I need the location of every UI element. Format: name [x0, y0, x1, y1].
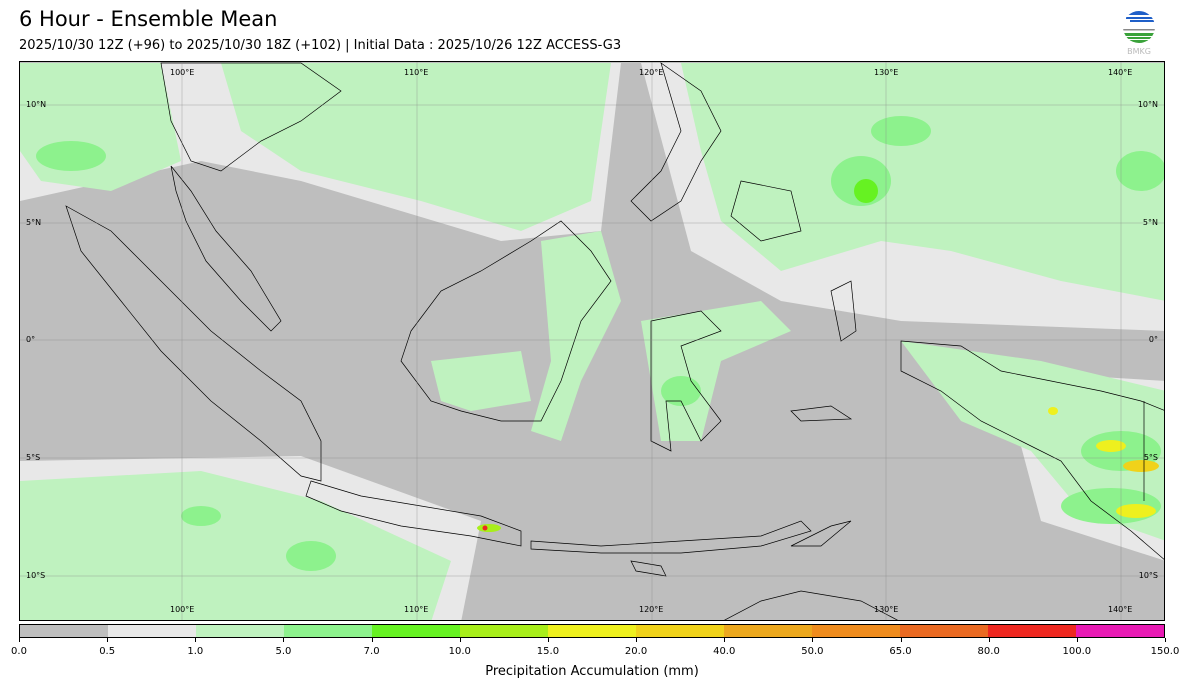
lat-label-left: 5°S	[26, 453, 41, 462]
coast-halmahera	[830, 280, 857, 342]
colorbar-tick-label: 0.0	[11, 646, 27, 657]
lat-label-right: 10°S	[1138, 571, 1158, 580]
lat-label-right: 10°N	[1137, 100, 1158, 109]
colorbar-segment	[812, 625, 900, 637]
colorbar-tick	[900, 638, 902, 642]
lon-label-top: 120°E	[639, 68, 664, 77]
lon-label-top: 110°E	[404, 68, 429, 77]
colorbar-tick	[283, 638, 285, 642]
colorbar-tick-label: 10.0	[448, 646, 471, 657]
coast-lesser-sunda	[530, 520, 812, 554]
colorbar-tick-label: 40.0	[713, 646, 736, 657]
colorbar-tick-label: 5.0	[275, 646, 292, 657]
lat-label-right: 5°S	[1143, 453, 1158, 462]
colorbar-tick-label: 1.0	[187, 646, 204, 657]
colorbar-segment	[1076, 625, 1164, 637]
colorbar-segment	[20, 625, 108, 637]
colorbar-tick	[724, 638, 726, 642]
colorbar-segment	[724, 625, 812, 637]
colorbar-tick	[812, 638, 814, 642]
colorbar-tick-label: 150.0	[1150, 646, 1180, 657]
lon-label-top: 130°E	[874, 68, 899, 77]
lat-label-right: 0°	[1148, 335, 1158, 344]
coast-seram	[790, 405, 853, 422]
colorbar-segment	[196, 625, 284, 637]
colorbar-segment	[460, 625, 548, 637]
colorbar-tick-label: 20.0	[624, 646, 648, 657]
coast-timor	[790, 520, 852, 547]
colorbar-tick	[371, 638, 373, 642]
lon-label-bottom: 140°E	[1108, 605, 1133, 614]
lat-label-right: 5°N	[1142, 218, 1158, 227]
coast-luzon	[630, 62, 722, 222]
colorbar-segment	[108, 625, 196, 637]
lon-label-bottom: 130°E	[874, 605, 899, 614]
colorbar-segment	[372, 625, 460, 637]
colorbar-segment	[284, 625, 372, 637]
chart-subtitle: 2025/10/30 12Z (+96) to 2025/10/30 18Z (…	[19, 38, 622, 53]
colorbar-tick	[1165, 638, 1166, 642]
colorbar-tick	[195, 638, 197, 642]
coast-mindanao	[730, 180, 802, 242]
coast-sumba	[630, 560, 667, 577]
colorbar-segment	[548, 625, 636, 637]
coast-indochina	[160, 62, 342, 172]
coast-java	[305, 480, 522, 547]
colorbar-tick-label: 100.0	[1062, 646, 1092, 657]
colorbar-tick	[1076, 638, 1078, 642]
colorbar-segment	[900, 625, 988, 637]
gridlines	[20, 62, 1164, 620]
lon-label-top: 100°E	[170, 68, 195, 77]
precipitation-map: 100°E 110°E 120°E 130°E 140°E 100°E 110°…	[19, 61, 1165, 621]
lon-label-bottom: 100°E	[170, 605, 195, 614]
lat-label-left: 0°	[26, 335, 36, 344]
colorbar-tick-label: 15.0	[536, 646, 560, 657]
colorbar-segment	[636, 625, 724, 637]
colorbar-tick	[547, 638, 549, 642]
coast-sumatra	[65, 205, 322, 482]
lat-label-left: 5°N	[26, 218, 42, 227]
colorbar-tick-label: 7.0	[363, 646, 380, 657]
coastlines	[65, 62, 1164, 620]
svg-text:BMKG: BMKG	[1127, 47, 1151, 56]
colorbar	[19, 624, 1165, 638]
colorbar-tick	[636, 638, 638, 642]
colorbar-segment	[988, 625, 1076, 637]
bmkg-logo: BMKG	[1118, 10, 1160, 56]
coast-malay-peninsula	[170, 165, 282, 332]
colorbar-tick	[19, 638, 20, 642]
lat-label-left: 10°N	[26, 100, 47, 109]
colorbar-tick	[107, 638, 109, 642]
lon-label-bottom: 120°E	[639, 605, 664, 614]
lon-label-bottom: 110°E	[404, 605, 429, 614]
colorbar-tick-label: 50.0	[801, 646, 824, 657]
precip-1-5mm-areas	[20, 63, 1164, 620]
lon-label-top: 140°E	[1108, 68, 1133, 77]
colorbar-tick-label: 65.0	[889, 646, 912, 657]
lat-label-left: 10°S	[26, 571, 46, 580]
map-layers	[20, 62, 1164, 620]
precip-heavy-areas	[477, 179, 1159, 532]
coast-new-guinea	[900, 340, 1164, 560]
coast-sulawesi	[650, 310, 722, 452]
coast-australia	[724, 590, 898, 620]
colorbar-tick-label: 80.0	[977, 646, 1000, 657]
colorbar-tick-label: 0.5	[99, 646, 116, 657]
chart-title: 6 Hour - Ensemble Mean	[19, 7, 278, 31]
coast-borneo	[400, 220, 612, 422]
colorbar-tick	[459, 638, 461, 642]
colorbar-title: Precipitation Accumulation (mm)	[485, 664, 699, 679]
colorbar-tick	[988, 638, 990, 642]
